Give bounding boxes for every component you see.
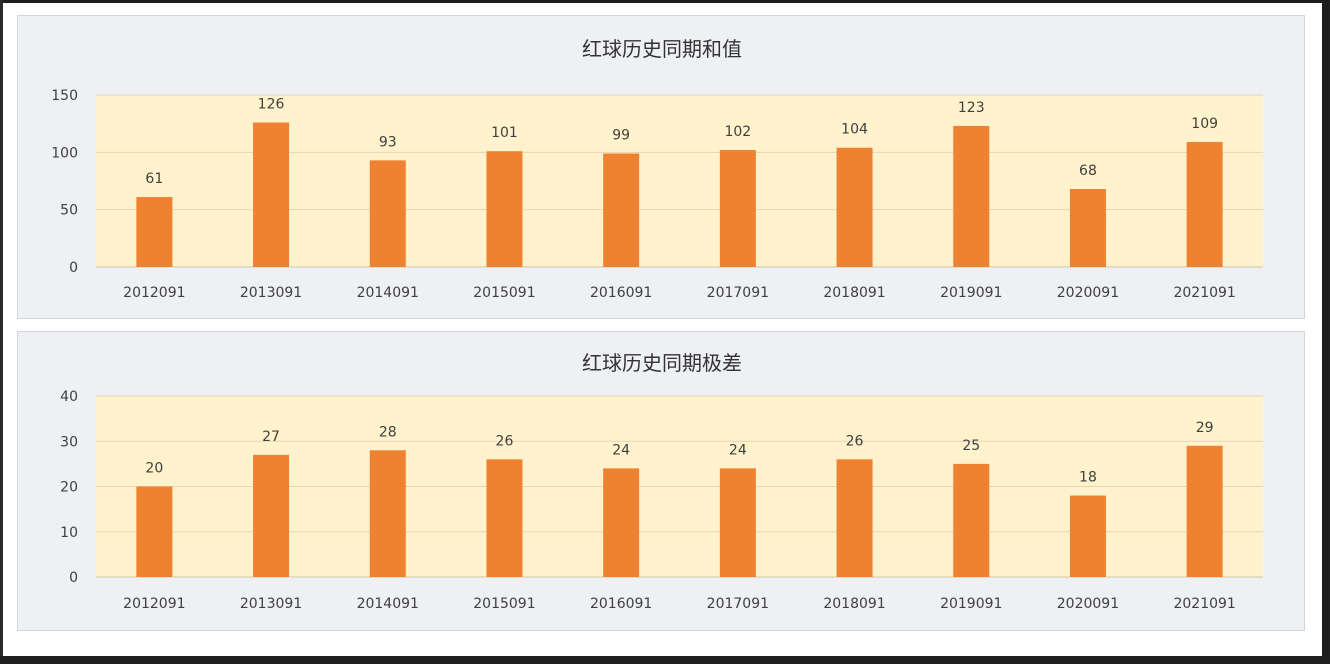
bar [253, 454, 290, 577]
x-tick-label: 2015091 [473, 596, 535, 612]
plot-area [96, 95, 1263, 267]
x-tick-label: 2021091 [1173, 285, 1235, 301]
y-tick-label: 30 [60, 434, 78, 450]
window-frame-right [1322, 0, 1330, 664]
bar [136, 197, 173, 267]
bar [369, 160, 406, 267]
bar [1186, 142, 1223, 267]
data-label: 20 [145, 461, 163, 477]
bar [953, 463, 990, 577]
data-label: 102 [724, 124, 751, 140]
x-tick-label: 2017091 [707, 596, 769, 612]
data-label: 93 [379, 134, 397, 150]
x-tick-label: 2016091 [590, 285, 652, 301]
bar [836, 459, 873, 577]
range-chart: 红球历史同期极差 0 10 20 30 40 20 2012091 27 2013091 28 20… [60, 351, 1263, 612]
y-tick-label: 50 [60, 203, 78, 219]
range-chart-panel: 红球历史同期极差 0 10 20 30 40 20 2012091 27 2013091 28 20… [17, 331, 1305, 631]
x-tick-label: 2016091 [590, 596, 652, 612]
bar [836, 147, 873, 267]
x-tick-label: 2018091 [823, 596, 885, 612]
chart-title: 红球历史同期极差 [582, 351, 742, 375]
bar [136, 486, 173, 577]
x-tick-label: 2013091 [240, 596, 302, 612]
bar [486, 459, 523, 577]
data-label: 24 [612, 442, 630, 458]
x-tick-label: 2018091 [823, 285, 885, 301]
window-frame-top [0, 0, 1330, 3]
window-frame-left [0, 0, 3, 664]
x-tick-label: 2012091 [123, 285, 185, 301]
window-frame-bottom [0, 656, 1330, 664]
x-tick-label: 2017091 [707, 285, 769, 301]
data-label: 18 [1079, 470, 1097, 486]
x-tick-label: 2014091 [357, 596, 419, 612]
bar [1069, 495, 1106, 577]
y-tick-label: 40 [60, 389, 78, 405]
y-tick-label: 0 [69, 570, 78, 586]
bar [603, 468, 640, 577]
bar [1186, 445, 1223, 577]
chart-title: 红球历史同期和值 [582, 37, 742, 61]
bar [719, 150, 756, 267]
x-tick-label: 2019091 [940, 285, 1002, 301]
bar [369, 450, 406, 577]
bar [953, 125, 990, 268]
x-tick-label: 2014091 [357, 285, 419, 301]
bar [253, 122, 290, 268]
data-label: 99 [612, 127, 630, 143]
y-tick-label: 10 [60, 525, 78, 541]
data-label: 126 [258, 97, 285, 113]
x-tick-label: 2013091 [240, 285, 302, 301]
data-label: 68 [1079, 163, 1097, 179]
data-label: 26 [846, 433, 864, 449]
data-label: 109 [1191, 116, 1218, 132]
y-tick-label: 150 [51, 88, 78, 104]
x-tick-label: 2012091 [123, 596, 185, 612]
data-label: 26 [496, 433, 514, 449]
x-tick-label: 2020091 [1057, 285, 1119, 301]
bar [603, 153, 640, 267]
data-label: 123 [958, 100, 985, 116]
data-label: 104 [841, 122, 868, 138]
sum-chart: 红球历史同期和值 0 50 100 150 61 2012091 126 2013091 93 2… [51, 37, 1263, 301]
data-label: 28 [379, 424, 397, 440]
data-label: 24 [729, 442, 747, 458]
y-tick-label: 0 [69, 260, 78, 276]
x-tick-label: 2019091 [940, 596, 1002, 612]
data-label: 27 [262, 429, 280, 445]
bar [486, 151, 523, 267]
y-tick-label: 100 [51, 145, 78, 161]
y-tick-label: 20 [60, 480, 78, 496]
x-tick-label: 2020091 [1057, 596, 1119, 612]
data-label: 101 [491, 125, 518, 141]
bar [719, 468, 756, 577]
x-tick-label: 2021091 [1173, 596, 1235, 612]
data-label: 61 [145, 171, 163, 187]
bar [1069, 189, 1106, 267]
data-label: 25 [962, 438, 980, 454]
data-label: 29 [1196, 420, 1214, 436]
x-tick-label: 2015091 [473, 285, 535, 301]
sum-chart-panel: 红球历史同期和值 0 50 100 150 61 2012091 126 2013091 93 2… [17, 15, 1305, 319]
